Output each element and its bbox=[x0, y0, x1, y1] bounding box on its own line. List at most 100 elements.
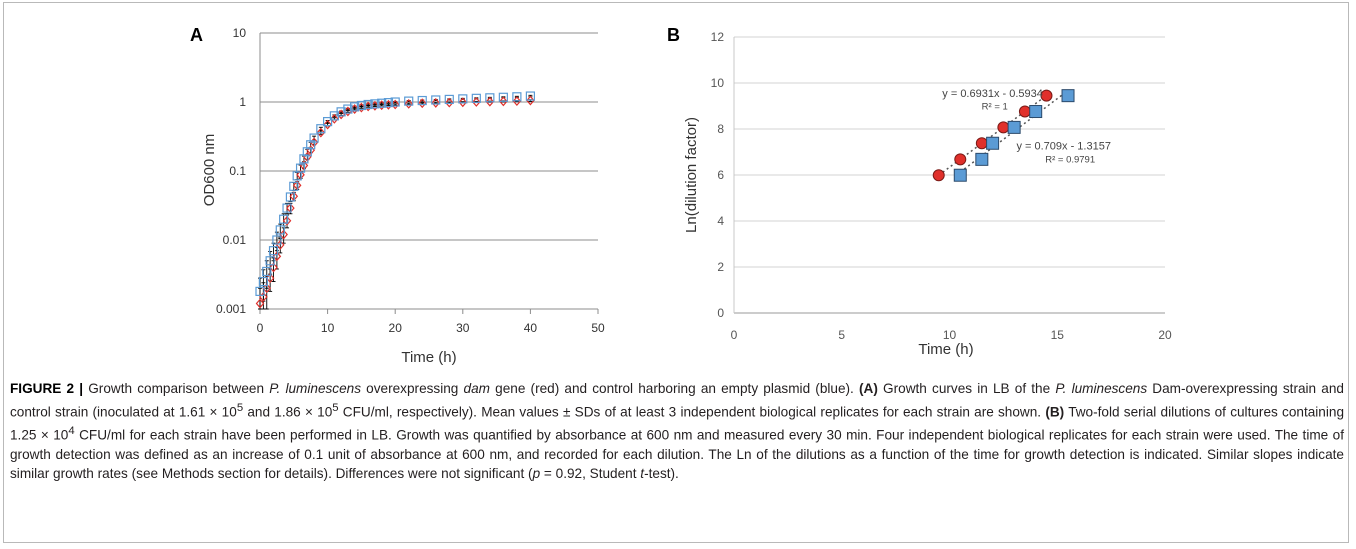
chart-a-y-axis-title: OD600 nm bbox=[201, 134, 218, 207]
chart-a-x-tick-label: 40 bbox=[524, 321, 538, 335]
chart-b-x-tick-label: 15 bbox=[1051, 328, 1065, 342]
chart-a-point-red bbox=[444, 97, 454, 108]
chart-b-point-blue bbox=[1007, 120, 1021, 134]
chart-a-point-blue bbox=[323, 116, 333, 127]
chart-a-point-red bbox=[323, 119, 332, 130]
caption-species: P. luminescens bbox=[1055, 381, 1148, 396]
caption-text: and 1.86 × 10 bbox=[243, 404, 333, 420]
chart-b-point-red bbox=[1018, 105, 1031, 118]
caption-text: CFU/ml for each strain have been perform… bbox=[10, 427, 1344, 482]
chart-a-x-tick-label: 10 bbox=[321, 321, 335, 335]
caption-text: CFU/ml, respectively). Mean values ± SDs… bbox=[338, 404, 1046, 420]
chart-a-point-red bbox=[269, 262, 278, 273]
chart-a-point-red bbox=[485, 96, 495, 107]
chart-b-trendline-annotation: y = 0.709x - 1.3157 bbox=[1016, 141, 1110, 153]
chart-a-y-tick-label: 1 bbox=[239, 95, 246, 109]
panel-a-label: A bbox=[190, 25, 203, 45]
chart-a-point-blue bbox=[377, 98, 387, 108]
chart-a-y-tick-label: 0.001 bbox=[216, 302, 246, 316]
chart-a-y-tick-label: 0.1 bbox=[229, 164, 246, 178]
chart-a-point-red bbox=[512, 96, 522, 107]
chart-a-point-blue bbox=[302, 147, 312, 157]
chart-b-point-blue bbox=[1029, 105, 1043, 119]
chart-a-point-red bbox=[404, 98, 414, 109]
chart-a-point-red bbox=[292, 180, 302, 191]
chart-b: B 0 2 4 6 8 10 12 0 5 10 15 20 y = 0.6931x - 0.5934… bbox=[667, 25, 1172, 358]
chart-a: A 0.001 0.01 0.1 1 10 0 10 20 30 40 50 Time (h) OD… bbox=[190, 25, 605, 366]
chart-b-y-tick-label: 10 bbox=[711, 76, 725, 90]
chart-b-y-axis-title: Ln(dilution factor) bbox=[683, 117, 700, 233]
chart-a-point-red bbox=[472, 97, 481, 107]
caption-text: Growth comparison between bbox=[83, 381, 270, 396]
chart-b-point-red bbox=[1040, 89, 1053, 102]
chart-a-point-blue bbox=[383, 98, 394, 108]
chart-a-point-blue bbox=[295, 163, 306, 173]
chart-a-point-blue bbox=[363, 99, 373, 110]
chart-b-x-axis-title: Time (h) bbox=[918, 341, 973, 358]
chart-a-point-blue bbox=[485, 93, 495, 103]
chart-a-point-blue bbox=[336, 107, 346, 117]
chart-a-point-blue bbox=[390, 97, 400, 107]
figure-caption: FIGURE 2 | Growth comparison between P. … bbox=[10, 379, 1344, 484]
chart-b-x-tick-label: 20 bbox=[1158, 328, 1172, 342]
chart-b-point-blue bbox=[1061, 89, 1075, 103]
figure-frame bbox=[3, 2, 1349, 543]
chart-a-point-blue bbox=[471, 93, 481, 103]
chart-b-x-tick-label: 0 bbox=[731, 328, 738, 342]
chart-b-y-tick-label: 6 bbox=[717, 168, 724, 182]
caption-text: gene (red) and control harboring an empt… bbox=[489, 381, 859, 396]
chart-a-point-blue bbox=[272, 235, 282, 245]
chart-a-point-red bbox=[431, 98, 441, 108]
caption-text: Dam-overexpressing strain and control st… bbox=[10, 381, 1344, 420]
chart-a-x-tick-label: 20 bbox=[389, 321, 403, 335]
chart-a-point-blue bbox=[255, 286, 265, 296]
chart-a-point-blue bbox=[306, 140, 316, 150]
chart-a-point-red bbox=[526, 95, 535, 106]
chart-a-point-blue bbox=[525, 91, 536, 101]
chart-a-point-blue bbox=[444, 94, 454, 105]
chart-b-point-red bbox=[954, 153, 967, 166]
chart-b-point-blue bbox=[975, 152, 989, 166]
chart-a-y-tick-label: 0.01 bbox=[223, 233, 247, 247]
chart-a-point-red bbox=[296, 169, 305, 180]
chart-a-point-blue bbox=[431, 95, 441, 105]
chart-a-point-red bbox=[282, 215, 292, 226]
chart-a-x-tick-label: 0 bbox=[257, 321, 264, 335]
chart-a-x-axis-title: Time (h) bbox=[401, 349, 456, 366]
chart-a-point-blue bbox=[282, 203, 292, 213]
caption-exponent: 4 bbox=[68, 424, 75, 437]
chart-a-point-blue bbox=[316, 124, 326, 134]
caption-figure-label: FIGURE 2 | bbox=[10, 381, 84, 396]
chart-a-point-red bbox=[316, 127, 326, 138]
caption-p-symbol: p bbox=[532, 466, 541, 482]
chart-b-trendline-annotation: y = 0.6931x - 0.5934 bbox=[942, 88, 1043, 100]
chart-b-trendline-annotation: R² = 0.9791 bbox=[1045, 154, 1095, 165]
chart-a-point-blue bbox=[512, 92, 522, 102]
chart-a-point-blue bbox=[285, 192, 296, 202]
chart-a-point-blue bbox=[498, 92, 508, 102]
caption-gene: dam bbox=[463, 381, 490, 396]
caption-text: overexpressing bbox=[361, 381, 464, 396]
caption-exponent: 5 bbox=[332, 401, 339, 414]
chart-a-point-blue bbox=[370, 99, 380, 109]
chart-b-point-red bbox=[932, 169, 945, 182]
chart-a-point-blue bbox=[268, 246, 279, 256]
chart-a-point-red bbox=[255, 298, 265, 309]
chart-a-x-tick-label: 50 bbox=[591, 321, 605, 335]
chart-a-point-blue bbox=[279, 214, 289, 224]
chart-a-point-red bbox=[458, 97, 468, 108]
chart-a-point-blue bbox=[299, 154, 309, 164]
chart-b-point-red bbox=[997, 121, 1010, 134]
chart-b-y-tick-label: 12 bbox=[711, 30, 725, 44]
chart-a-point-blue bbox=[275, 225, 285, 235]
chart-a-point-red bbox=[499, 96, 508, 107]
chart-a-point-blue bbox=[417, 95, 427, 106]
chart-a-point-blue bbox=[350, 102, 360, 112]
chart-b-x-tick-label: 10 bbox=[943, 328, 957, 342]
caption-exponent: 5 bbox=[236, 401, 244, 414]
chart-b-point-red bbox=[975, 137, 988, 150]
chart-b-y-tick-label: 4 bbox=[717, 214, 724, 228]
chart-b-y-tick-label: 2 bbox=[717, 260, 724, 274]
caption-text: Growth curves in LB of the bbox=[877, 381, 1056, 396]
caption-text: -test). bbox=[644, 466, 679, 482]
